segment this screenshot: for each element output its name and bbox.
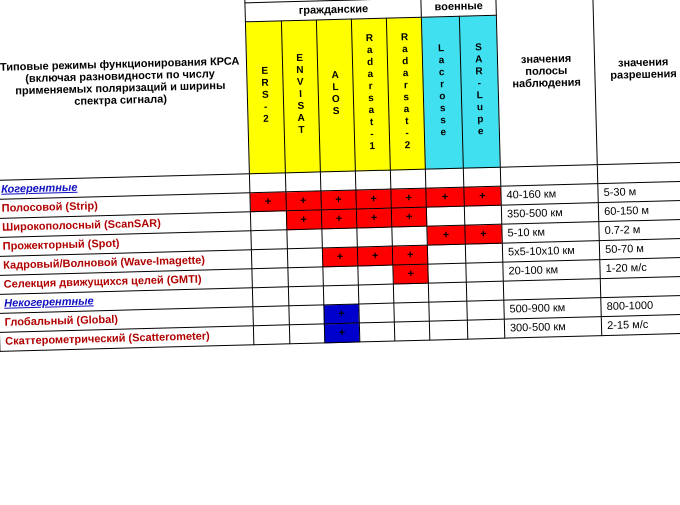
sat-sarlupe: SAR-Lupe [459, 15, 500, 168]
sat-ers2: ERS-2 [246, 21, 285, 174]
sat-lacrosse: Lacrosse [422, 16, 463, 169]
krsa-modes-table: Типовые режимы функционирования КРСА (вк… [0, 0, 680, 352]
sat-radarsat1: Radarsat-1 [351, 18, 390, 171]
header-swath: значения полосы наблюдения [495, 0, 597, 167]
header-left: Типовые режимы функционирования КРСА (вк… [0, 0, 250, 180]
header-resolution: значения разрешения [592, 0, 680, 165]
sat-envisat: ENVISAT [281, 20, 320, 173]
sat-alos: ALOS [316, 19, 355, 172]
sat-radarsat2: Radarsat-2 [386, 17, 425, 170]
